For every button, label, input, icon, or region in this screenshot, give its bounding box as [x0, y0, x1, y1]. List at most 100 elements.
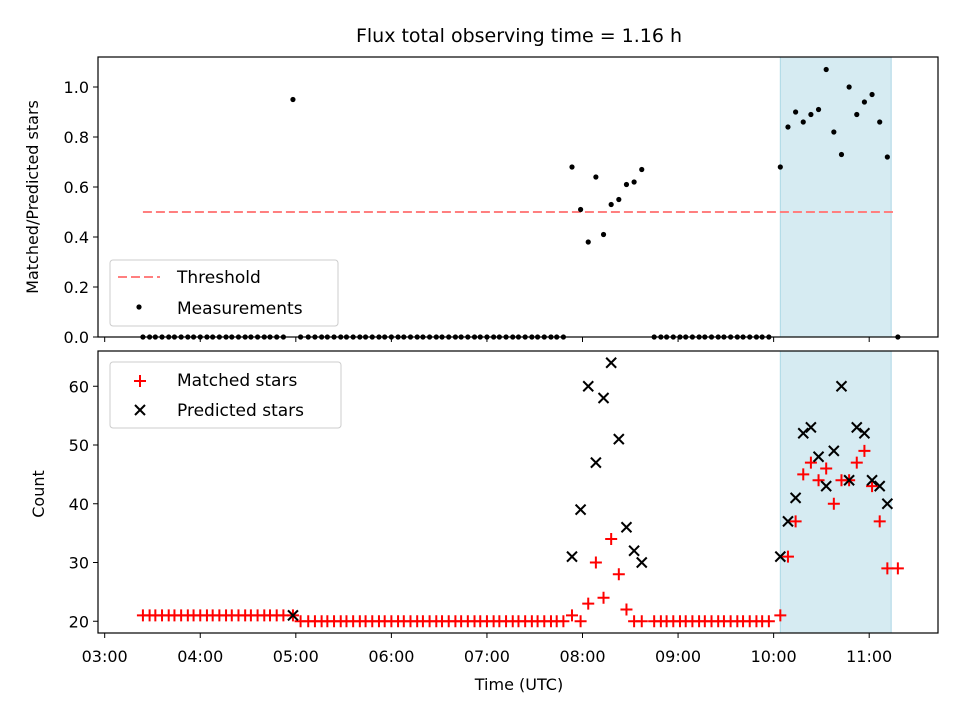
predicted-star-marker: [797, 427, 809, 439]
x-tick-label: 10:00: [751, 647, 797, 666]
predicted-star-marker: [287, 609, 299, 622]
predicted-star-marker: [620, 521, 633, 533]
predicted-star-marker: [574, 503, 587, 516]
predicted-star-marker: [774, 550, 787, 563]
measurement-point: [877, 119, 883, 125]
legend-matched-label: Matched stars: [177, 371, 297, 391]
measurement-point: [569, 164, 575, 170]
x-tick-label: 06:00: [368, 647, 414, 666]
matched-star-marker: [565, 609, 578, 622]
bottom-y-axis-label: Count: [29, 470, 48, 518]
bottom-y-tick-label: 60: [69, 377, 89, 396]
predicted-star-marker: [820, 480, 832, 492]
predicted-star-marker: [873, 480, 886, 492]
matched-star-marker: [891, 562, 904, 575]
measurement-point: [869, 91, 875, 98]
matched-star-marker: [804, 456, 817, 469]
measurement-point: [585, 239, 591, 245]
legend-predicted-label: Predicted stars: [177, 401, 304, 421]
bottom-legend: Matched stars Predicted stars: [109, 361, 342, 429]
x-tick-label: 05:00: [273, 647, 319, 666]
top-y-tick-label: 1.0: [64, 78, 89, 97]
measurement-point: [577, 206, 584, 213]
matched-star-marker: [789, 515, 802, 528]
top-highlight-span: [779, 56, 892, 338]
legend-predicted-swatch: [134, 404, 146, 416]
predicted-star-marker: [597, 392, 610, 404]
top-y-axis-label: Matched/Predicted stars: [23, 100, 42, 294]
matched-star-marker: [858, 444, 871, 457]
predicted-star-marker: [605, 357, 617, 369]
x-axis-label: Time (UTC): [474, 675, 563, 694]
x-tick-label: 04:00: [177, 647, 223, 666]
top-panel: 0.0 0.2 0.4 0.6 0.8 1.0 Matched/Predicted sta…: [23, 56, 939, 347]
x-tick-label: 11:00: [846, 647, 892, 666]
top-legend: Threshold Measurements: [109, 259, 339, 327]
matched-star-marker: [597, 591, 610, 604]
top-x-ticks: [104, 337, 870, 342]
measurement-point: [800, 119, 806, 125]
measurement-point: [808, 111, 814, 118]
predicted-star-marker: [851, 421, 863, 434]
bottom-legend-box: [109, 361, 342, 429]
matched-star-marker: [605, 533, 618, 545]
x-tick-label: 09:00: [655, 647, 701, 666]
measurement-point: [854, 111, 860, 118]
matched-star-marker: [620, 603, 633, 616]
matched-star-marker: [612, 568, 625, 581]
matched-star-marker: [781, 550, 794, 563]
matched-star-marker: [873, 515, 886, 528]
bottom-y-ticks: 20 30 40 50 60: [69, 377, 98, 631]
legend-matched-swatch: [134, 375, 146, 387]
measurement-point: [631, 179, 637, 185]
bottom-y-tick-label: 40: [69, 495, 89, 514]
predicted-star-marker: [566, 550, 578, 563]
measurement-point: [838, 151, 845, 158]
predicted-star-marker: [636, 556, 648, 569]
bottom-axes-frame: [97, 350, 939, 634]
matched-star-marker: [866, 480, 879, 493]
matched-star-marker: [827, 497, 840, 510]
top-y-ticks: 0.0 0.2 0.4 0.6 0.8 1.0: [64, 78, 98, 347]
top-y-tick-label: 0.6: [64, 178, 89, 197]
matched-star-marker: [881, 562, 894, 575]
matched-stars-points: [136, 444, 904, 628]
bottom-y-tick-label: 30: [69, 554, 89, 573]
measurement-point: [593, 174, 599, 180]
predicted-star-marker: [582, 380, 594, 392]
x-tick-label: 08:00: [559, 647, 605, 666]
predicted-star-marker: [789, 492, 802, 504]
bottom-y-tick-label: 20: [69, 612, 89, 631]
matched-star-marker: [589, 556, 602, 569]
predicted-star-marker: [812, 451, 825, 463]
matched-star-marker: [812, 474, 825, 487]
top-y-tick-label: 0.0: [64, 328, 89, 347]
legend-measurements-swatch: [136, 304, 142, 310]
legend-threshold-label: Threshold: [176, 268, 261, 288]
measurement-point: [608, 201, 614, 208]
x-tick-label: 03:00: [82, 647, 128, 666]
predicted-star-marker: [628, 545, 640, 557]
measurement-point: [861, 99, 868, 105]
measurement-point: [623, 181, 630, 188]
top-y-tick-label: 0.2: [64, 278, 89, 297]
measurement-point: [616, 196, 622, 203]
measurement-point: [639, 166, 645, 173]
measurement-point: [785, 124, 791, 130]
matched-star-marker: [574, 615, 587, 628]
matched-star-marker: [774, 609, 787, 622]
bottom-panel: 20 30 40 50 60 03:00 04:00 05:00 06:00 07:00 08:0…: [29, 350, 939, 694]
matched-star-marker: [635, 615, 648, 628]
measurement-point: [793, 109, 799, 115]
measurement-point: [600, 231, 607, 238]
matched-star-marker: [820, 462, 833, 475]
predicted-star-marker: [828, 445, 840, 457]
predicted-star-marker: [590, 456, 602, 469]
x-tick-label: 07:00: [464, 647, 510, 666]
predicted-star-marker: [782, 515, 794, 528]
chart-title: Flux total observing time = 1.16 h: [356, 25, 682, 47]
measurement-point: [831, 129, 837, 135]
measurement-point: [290, 96, 296, 103]
predicted-stars-points: [287, 357, 894, 622]
